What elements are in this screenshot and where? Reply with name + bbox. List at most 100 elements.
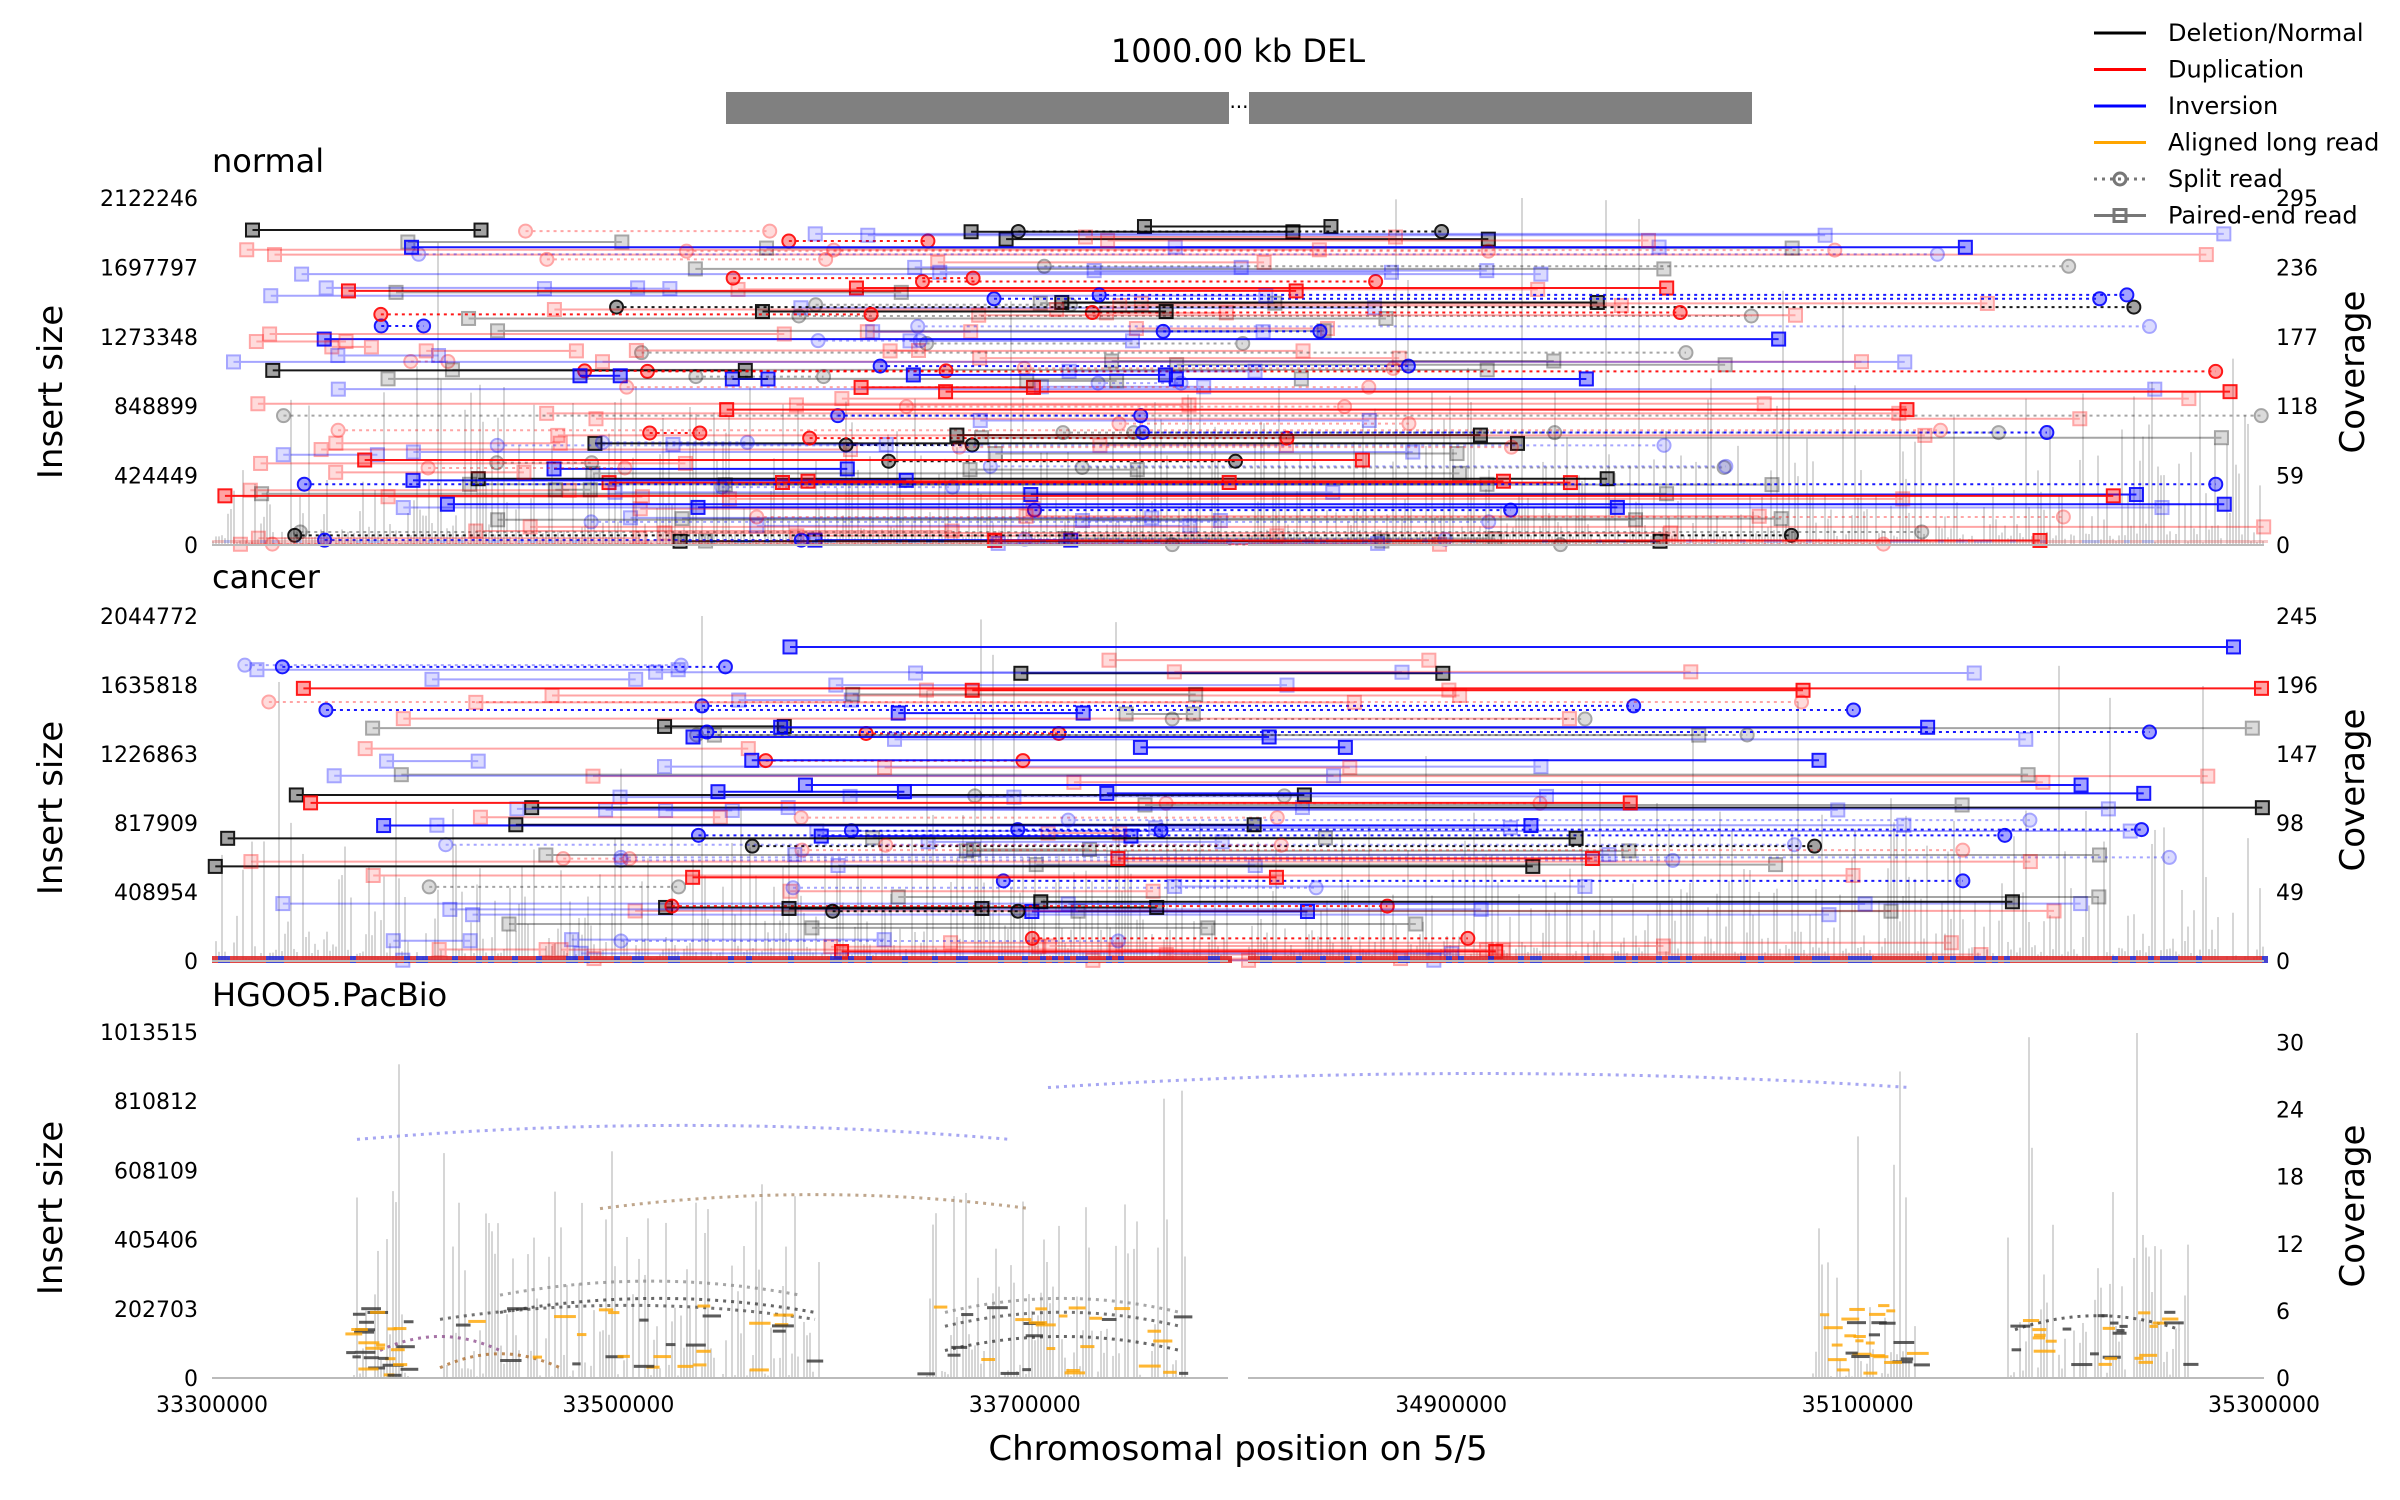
coverage-bar (953, 1196, 955, 1378)
coverage-bar (1539, 526, 1541, 545)
panel-title: normal (212, 142, 324, 180)
coverage-bar (764, 1373, 766, 1378)
split-read (1155, 323, 1328, 339)
paired-end-read (508, 817, 1262, 833)
coverage-bar (308, 931, 310, 961)
coverage-bar (497, 1223, 499, 1378)
coverage-bar (848, 480, 850, 545)
coverage-bar (665, 936, 667, 961)
paired-end-read (253, 455, 693, 471)
coverage-bar (1199, 822, 1201, 961)
coverage-bar (998, 1286, 1000, 1378)
panel-normal: normal Insert size Coverage 0 424449 84889… (31, 142, 2373, 559)
paired-end-read (823, 939, 1047, 955)
coverage-bar (752, 948, 754, 961)
coverage-bar (2214, 443, 2216, 545)
y2-ticks: 0 49 98 147 196 245 (2276, 605, 2318, 975)
coverage-bar (692, 860, 694, 961)
coverage-bar (809, 948, 811, 961)
coverage-bar (1368, 826, 1370, 961)
coverage-bar (767, 1375, 769, 1378)
coverage-bar (458, 949, 460, 961)
coverage-bar (2121, 429, 2123, 545)
coverage-bar (1809, 495, 1811, 545)
paired-end-read (685, 729, 1277, 745)
coverage-bar (464, 409, 466, 545)
paired-end-read (780, 800, 1310, 816)
coverage-bar (2154, 541, 2156, 545)
coverage-bar (1878, 533, 1880, 545)
coverage-bar (911, 833, 913, 961)
coverage-bar (773, 458, 775, 545)
coverage-bar (1854, 385, 1856, 545)
x-tick-label: 33700000 (969, 1393, 1081, 1418)
y-axis-label: Insert size (31, 721, 71, 895)
legend-label: Duplication (2168, 56, 2304, 84)
coverage-bar (2112, 538, 2114, 545)
coverage-bar (989, 451, 991, 545)
coverage-bar (2028, 921, 2030, 961)
coverage-bar (905, 948, 907, 961)
coverage-bar (1902, 895, 1904, 961)
coverage-bar (245, 540, 247, 545)
coverage-bar (227, 513, 229, 545)
coverage-bar (2160, 475, 2162, 545)
coverage-bar (1254, 949, 1256, 961)
coverage-bar (1223, 938, 1225, 961)
coverage-bar (2163, 827, 2165, 961)
coverage-bar (1124, 851, 1126, 961)
coverage-bar (806, 1335, 808, 1378)
paired-end-read (972, 350, 1407, 366)
coverage-bar (641, 881, 643, 961)
coverage-bar (242, 869, 244, 961)
split-read (613, 852, 1681, 868)
coverage-bar (704, 875, 706, 961)
paired-end-read (405, 444, 1421, 460)
coverage-bar (1710, 378, 1712, 545)
coverage-bar (1632, 883, 1634, 961)
coverage-bar (593, 1310, 595, 1378)
coverage-bar (845, 401, 847, 545)
coverage-bar (1533, 506, 1535, 545)
paired-end-read (220, 830, 1584, 846)
coverage-bar (968, 1334, 970, 1378)
coverage-bar (530, 498, 532, 545)
coverage-bar (812, 541, 814, 545)
coverage-bar (1380, 908, 1382, 961)
coverage-bar (2187, 541, 2189, 545)
long-read-arc (944, 1296, 1181, 1314)
paired-end-read (1110, 851, 1600, 867)
coverage-bar (815, 916, 817, 961)
coverage-bar (1923, 533, 1925, 545)
coverage-bar (1052, 542, 1054, 545)
coverage-bar (1332, 542, 1334, 545)
panel-title: HGOO5.PacBio (212, 976, 447, 1014)
coverage-bar (884, 907, 886, 961)
coverage-bar (2217, 525, 2219, 545)
coverage-bar (707, 918, 709, 961)
coverage-bar (1383, 912, 1385, 961)
coverage-bar (629, 540, 631, 545)
legend-entry: Deletion/Normal (2094, 19, 2364, 47)
coverage-bar (1341, 837, 1343, 961)
coverage-bar (1202, 541, 1204, 545)
coverage-bar (737, 1291, 739, 1378)
coverage-bar (554, 1191, 556, 1378)
coverage-bar (2097, 455, 2099, 545)
coverage-bar (1944, 516, 1946, 545)
split-read (594, 434, 755, 450)
coverage-bar (1064, 1357, 1066, 1378)
coverage-bar (527, 924, 529, 961)
coverage-bar (638, 532, 640, 545)
coverage-bar (734, 914, 736, 961)
coverage-bar (824, 491, 826, 545)
coverage-bar (1920, 433, 1922, 545)
x-tick-label: 33300000 (156, 1393, 268, 1418)
coverage-bar (983, 1351, 985, 1378)
coverage-bar (281, 531, 283, 545)
x-tick-label: 33500000 (562, 1393, 674, 1418)
coverage-bar (1545, 879, 1547, 961)
sv-bar-right (1249, 92, 1752, 124)
coverage-bar (383, 1368, 385, 1378)
